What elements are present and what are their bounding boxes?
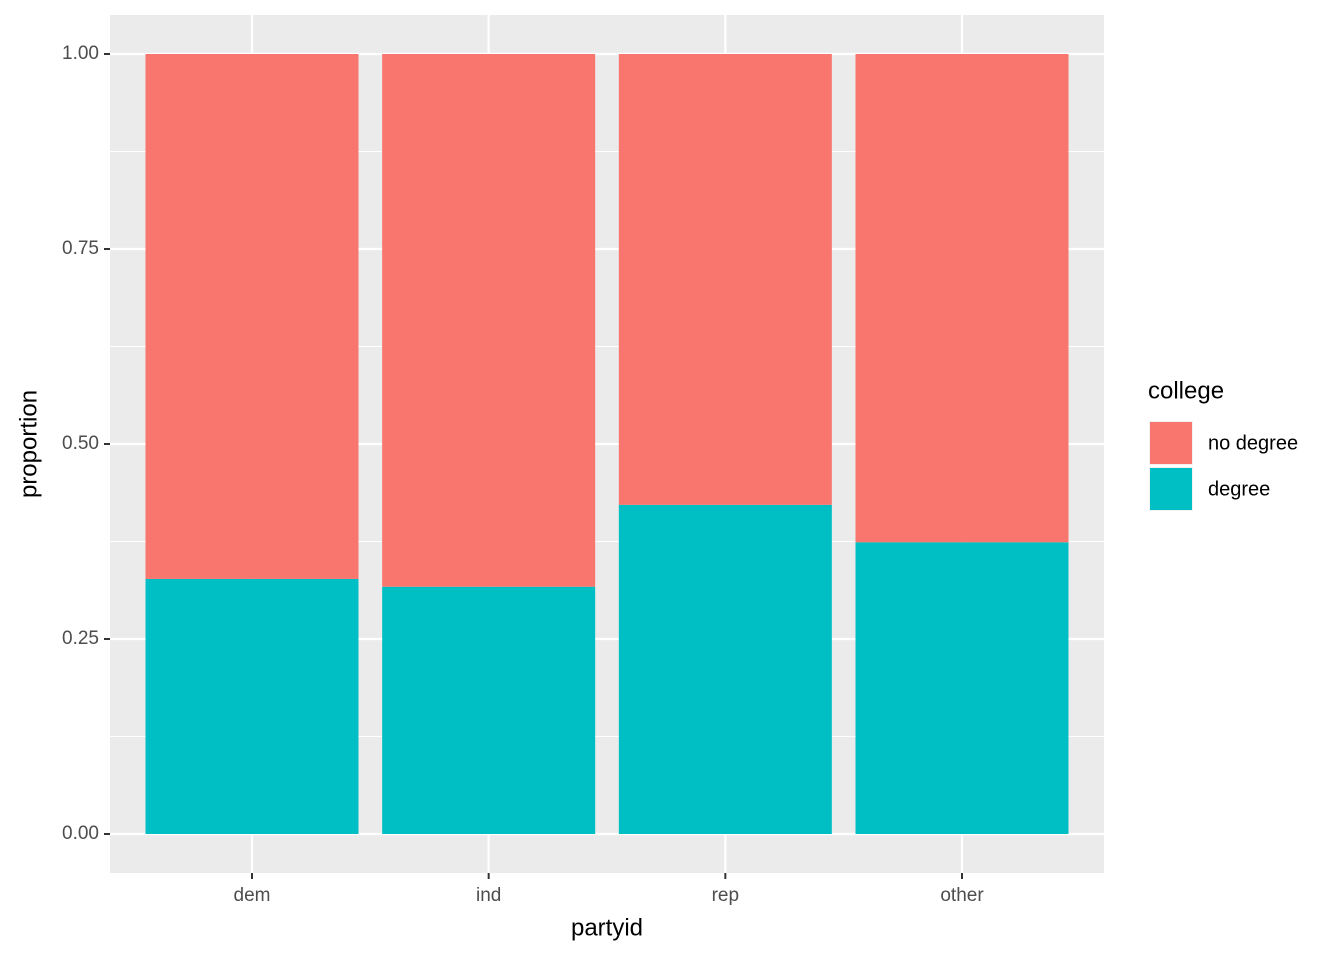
y-tick-label: 0.25: [62, 628, 99, 649]
y-tick-label: 0.50: [62, 433, 99, 454]
bar-segment: [855, 54, 1069, 543]
x-tick-label: dem: [234, 885, 271, 906]
legend-label: degree: [1208, 478, 1270, 500]
bars: [145, 54, 1069, 834]
bar-segment: [145, 54, 359, 579]
y-axis-title: proportion: [15, 390, 42, 498]
legend-label: no degree: [1208, 432, 1298, 454]
axes: 0.00 0.25 0.50 0.75 1.00 dem ind rep other: [62, 43, 984, 906]
legend-swatch: [1150, 468, 1192, 510]
y-tick-label: 1.00: [62, 43, 99, 64]
x-tick-label: rep: [712, 885, 739, 906]
bar-segment: [145, 578, 359, 834]
bar-segment: [382, 54, 596, 587]
legend: no degree degree: [1149, 421, 1298, 511]
y-tick-label: 0.00: [62, 823, 99, 844]
legend-swatch: [1150, 422, 1192, 464]
bar-segment: [382, 586, 596, 834]
bar-segment: [618, 54, 832, 505]
x-tick-label: other: [940, 885, 984, 906]
x-axis-title: partyid: [571, 914, 643, 941]
x-tick-label: ind: [476, 885, 501, 906]
bar-segment: [855, 542, 1069, 834]
legend-title: college: [1148, 377, 1224, 404]
y-tick-label: 0.75: [62, 238, 99, 259]
bar-segment: [618, 504, 832, 834]
